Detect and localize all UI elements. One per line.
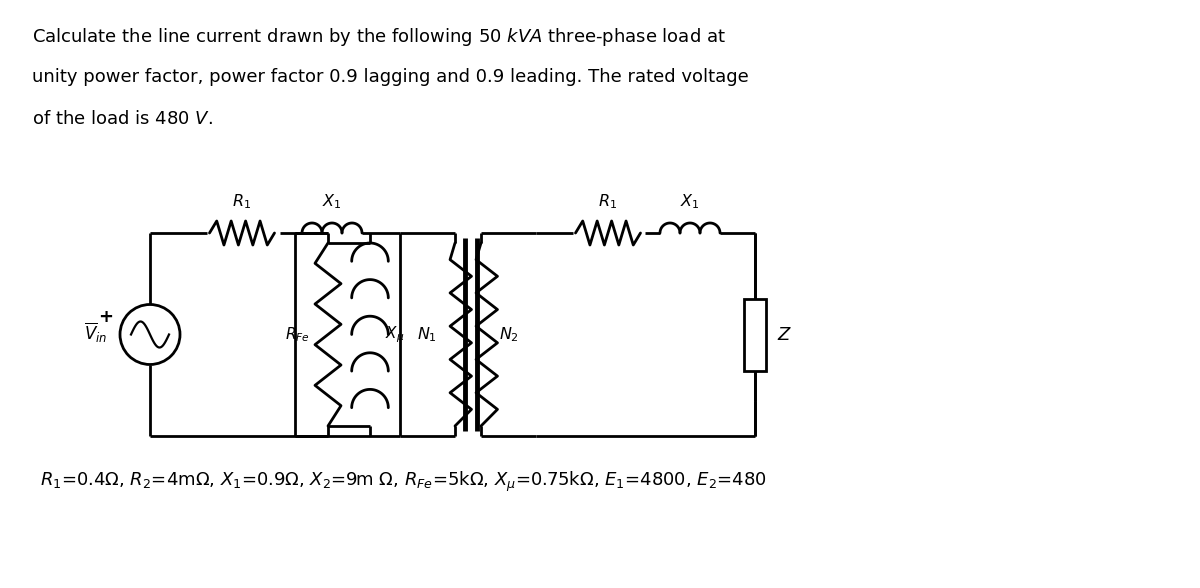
Text: $N_1$: $N_1$ xyxy=(418,325,437,344)
Text: $R_1$=0.4$\Omega$, $R_2$=4m$\Omega$, $X_1$=0.9$\Omega$, $X_2$=9m $\Omega$, $R_{F: $R_1$=0.4$\Omega$, $R_2$=4m$\Omega$, $X_… xyxy=(40,470,767,494)
Text: of the load is 480 $V$.: of the load is 480 $V$. xyxy=(32,110,212,128)
Circle shape xyxy=(120,305,180,365)
Text: $N_2$: $N_2$ xyxy=(499,325,518,344)
Text: $X_{\mu}$: $X_{\mu}$ xyxy=(385,324,404,345)
Text: $R_1$: $R_1$ xyxy=(599,192,618,211)
Text: $Z$: $Z$ xyxy=(778,326,792,343)
Text: +: + xyxy=(98,308,113,326)
Text: $X_1$: $X_1$ xyxy=(322,192,342,211)
Text: $R_{Fe}$: $R_{Fe}$ xyxy=(286,325,310,344)
Text: unity power factor, power factor 0.9 lagging and 0.9 leading. The rated voltage: unity power factor, power factor 0.9 lag… xyxy=(32,68,749,86)
Text: $R_1$: $R_1$ xyxy=(233,192,252,211)
Text: $X_1$: $X_1$ xyxy=(680,192,700,211)
Text: Calculate the line current drawn by the following 50 $kVA$ three-phase load at: Calculate the line current drawn by the … xyxy=(32,26,726,48)
Bar xyxy=(744,299,766,370)
Text: $\overline{V}_{in}$: $\overline{V}_{in}$ xyxy=(84,320,107,345)
